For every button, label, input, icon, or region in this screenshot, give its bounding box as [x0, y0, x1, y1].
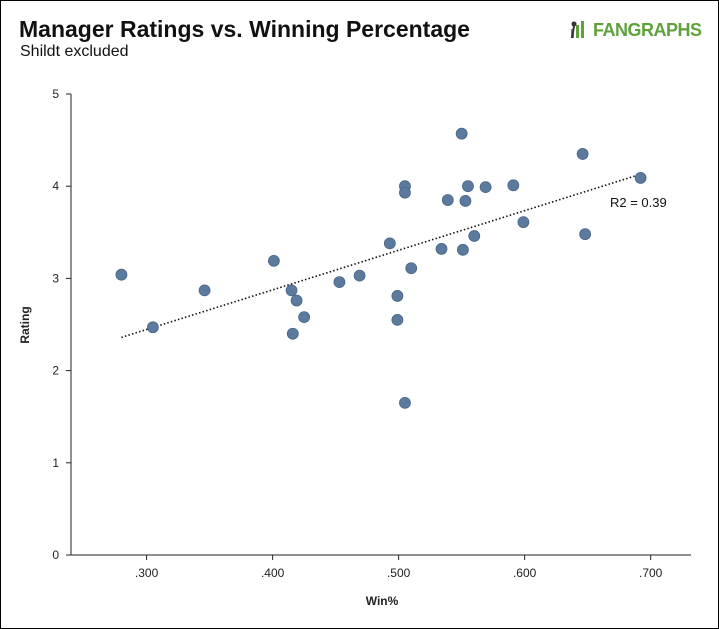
x-axis-title: Win% — [366, 594, 399, 608]
data-point — [457, 243, 469, 256]
y-tick-label: 5 — [52, 87, 59, 101]
x-axis-ticks: .300 .400 .500 .600 .700 — [135, 555, 663, 580]
x-tick-label: .400 — [261, 566, 285, 580]
data-point — [198, 284, 211, 297]
data-point — [435, 242, 448, 255]
logo-text: FANGRAPHS — [593, 19, 702, 40]
data-point — [290, 294, 303, 307]
data-point — [147, 321, 159, 334]
data-point — [455, 127, 468, 140]
data-point — [383, 237, 396, 250]
y-tick-label: 0 — [52, 548, 59, 562]
data-point — [441, 194, 454, 206]
data-point — [399, 186, 411, 199]
data-point — [285, 284, 298, 297]
x-tick-label: .500 — [387, 566, 411, 580]
data-point — [459, 195, 472, 207]
data-point — [405, 262, 418, 275]
y-tick-label: 3 — [52, 271, 59, 285]
data-point — [576, 148, 589, 160]
x-tick-label: .700 — [639, 566, 663, 580]
x-tick-label: .300 — [135, 566, 159, 580]
data-point — [391, 290, 404, 302]
chart-title: Manager Ratings vs. Winning Percentage — [19, 16, 470, 42]
data-point — [286, 327, 299, 340]
data-point — [399, 396, 411, 409]
y-axis-ticks: 0 1 2 3 4 5 — [52, 87, 71, 562]
data-points — [115, 127, 647, 409]
trend-line — [121, 173, 641, 339]
data-point — [468, 230, 481, 242]
data-point — [579, 228, 592, 241]
data-point — [507, 179, 520, 192]
data-point — [333, 276, 346, 288]
data-point — [115, 268, 128, 281]
logo-bars-icon — [571, 21, 584, 39]
data-point — [634, 172, 647, 184]
chart-subtitle: Shildt excluded — [20, 43, 129, 60]
data-point — [479, 181, 492, 194]
data-point — [353, 269, 366, 282]
y-tick-label: 4 — [52, 179, 59, 193]
axes — [70, 94, 691, 556]
y-tick-label: 1 — [52, 456, 59, 470]
fangraphs-logo: FANGRAPHS — [569, 19, 702, 41]
y-axis-title: Rating — [18, 306, 32, 343]
data-point — [391, 313, 404, 326]
y-tick-label: 2 — [52, 364, 59, 378]
x-tick-label: .600 — [513, 566, 537, 580]
data-point — [298, 311, 311, 324]
data-point — [517, 216, 530, 229]
data-point — [462, 180, 474, 193]
r-squared-annotation: R2 = 0.39 — [610, 195, 667, 210]
data-point — [267, 254, 280, 267]
